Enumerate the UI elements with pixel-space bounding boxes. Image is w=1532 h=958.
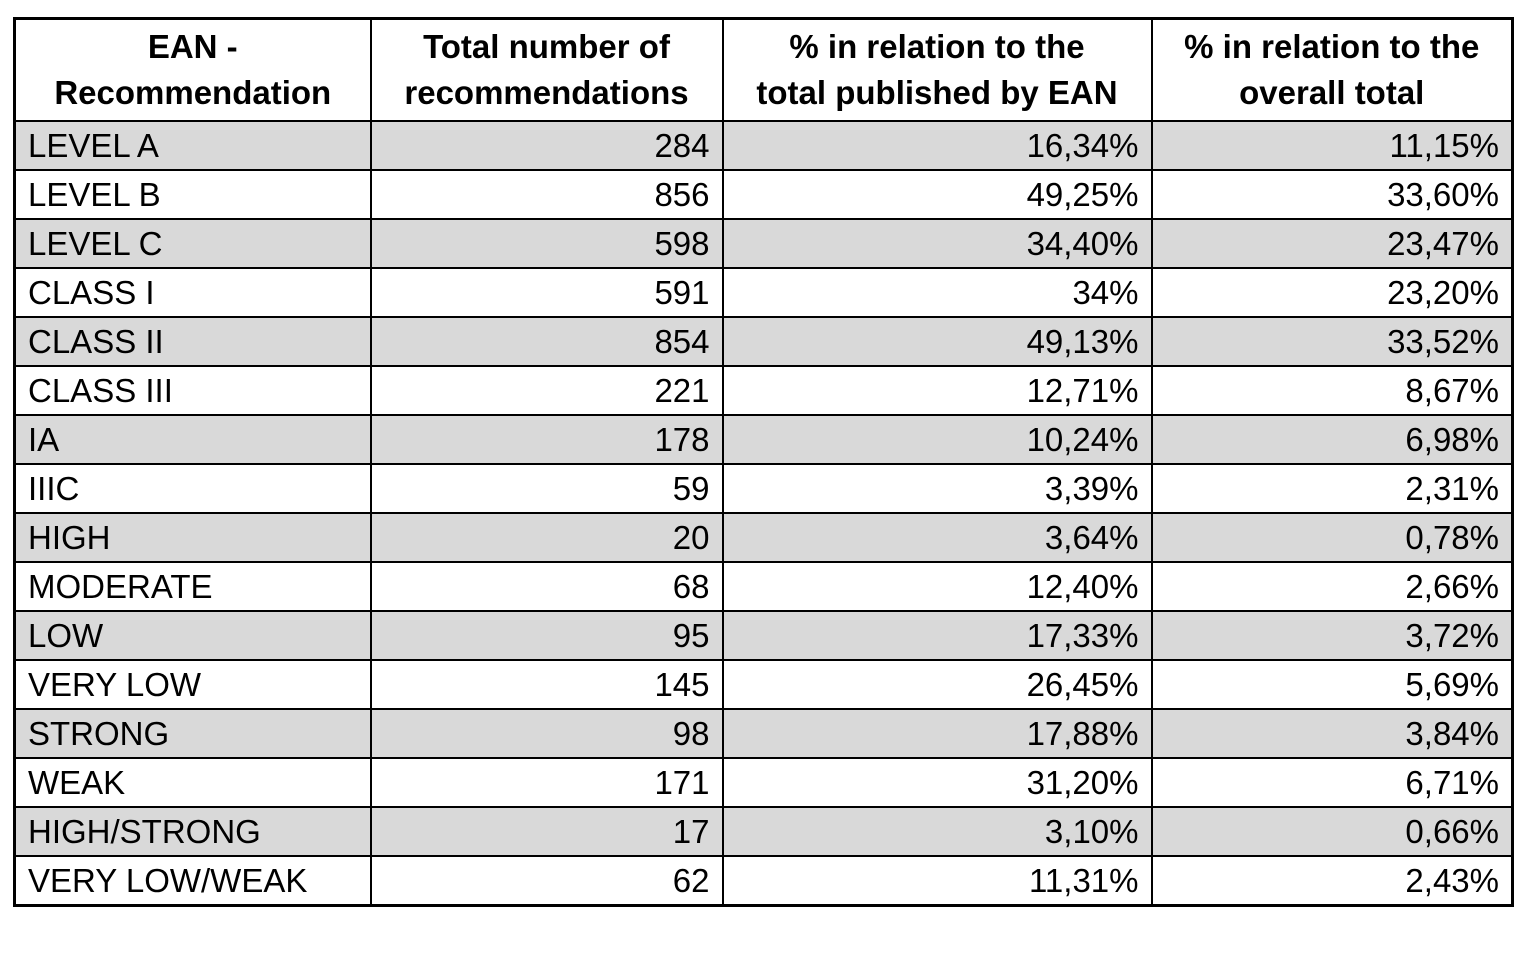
pct-ean-cell: 17,33% — [721, 610, 1153, 661]
row-label-cell: CLASS II — [13, 316, 372, 367]
table-header: EAN - Recommendation Total number of rec… — [13, 17, 1514, 122]
table-row: HIGH/STRONG 17 3,10% 0,66% — [13, 806, 1514, 857]
table-row: CLASS II 854 49,13% 33,52% — [13, 316, 1514, 367]
total-cell: 145 — [369, 659, 724, 710]
table-row: STRONG 98 17,88% 3,84% — [13, 708, 1514, 759]
pct-overall-cell: 6,71% — [1150, 757, 1514, 808]
total-cell: 598 — [369, 218, 724, 269]
pct-ean-cell: 34% — [721, 267, 1153, 318]
table-body: LEVEL A 284 16,34% 11,15% LEVEL B 856 49… — [13, 120, 1514, 907]
pct-ean-cell: 12,40% — [721, 561, 1153, 612]
total-cell: 284 — [369, 120, 724, 171]
total-cell: 68 — [369, 561, 724, 612]
header-cell-pct-published-by-ean: % in relation to the total published by … — [721, 17, 1153, 122]
table-row: LEVEL A 284 16,34% 11,15% — [13, 120, 1514, 171]
total-cell: 171 — [369, 757, 724, 808]
table-row: IIIC 59 3,39% 2,31% — [13, 463, 1514, 514]
pct-ean-cell: 3,39% — [721, 463, 1153, 514]
row-label-cell: IA — [13, 414, 372, 465]
table-row: VERY LOW/WEAK 62 11,31% 2,43% — [13, 855, 1514, 907]
table-row: WEAK 171 31,20% 6,71% — [13, 757, 1514, 808]
header-row: EAN - Recommendation Total number of rec… — [13, 17, 1514, 122]
total-cell: 854 — [369, 316, 724, 367]
pct-overall-cell: 33,60% — [1150, 169, 1514, 220]
total-cell: 20 — [369, 512, 724, 563]
row-label-cell: WEAK — [13, 757, 372, 808]
total-cell: 856 — [369, 169, 724, 220]
pct-overall-cell: 0,78% — [1150, 512, 1514, 563]
total-cell: 59 — [369, 463, 724, 514]
pct-overall-cell: 23,47% — [1150, 218, 1514, 269]
table-row: HIGH 20 3,64% 0,78% — [13, 512, 1514, 563]
row-label-cell: MODERATE — [13, 561, 372, 612]
pct-overall-cell: 2,31% — [1150, 463, 1514, 514]
table-row: LEVEL C 598 34,40% 23,47% — [13, 218, 1514, 269]
pct-overall-cell: 2,66% — [1150, 561, 1514, 612]
row-label-cell: LOW — [13, 610, 372, 661]
pct-overall-cell: 5,69% — [1150, 659, 1514, 710]
row-label-cell: CLASS I — [13, 267, 372, 318]
table-row: CLASS I 591 34% 23,20% — [13, 267, 1514, 318]
header-cell-ean-recommendation: EAN - Recommendation — [13, 17, 372, 122]
row-label-cell: STRONG — [13, 708, 372, 759]
pct-overall-cell: 3,84% — [1150, 708, 1514, 759]
header-cell-total-recommendations: Total number of recommendations — [369, 17, 724, 122]
pct-ean-cell: 16,34% — [721, 120, 1153, 171]
pct-overall-cell: 23,20% — [1150, 267, 1514, 318]
pct-ean-cell: 10,24% — [721, 414, 1153, 465]
total-cell: 98 — [369, 708, 724, 759]
pct-overall-cell: 6,98% — [1150, 414, 1514, 465]
table-row: CLASS III 221 12,71% 8,67% — [13, 365, 1514, 416]
total-cell: 17 — [369, 806, 724, 857]
pct-overall-cell: 2,43% — [1150, 855, 1514, 907]
total-cell: 178 — [369, 414, 724, 465]
row-label-cell: CLASS III — [13, 365, 372, 416]
pct-ean-cell: 26,45% — [721, 659, 1153, 710]
pct-ean-cell: 12,71% — [721, 365, 1153, 416]
row-label-cell: LEVEL C — [13, 218, 372, 269]
pct-overall-cell: 33,52% — [1150, 316, 1514, 367]
pct-ean-cell: 11,31% — [721, 855, 1153, 907]
row-label-cell: LEVEL B — [13, 169, 372, 220]
row-label-cell: HIGH — [13, 512, 372, 563]
pct-ean-cell: 31,20% — [721, 757, 1153, 808]
table-row: MODERATE 68 12,40% 2,66% — [13, 561, 1514, 612]
total-cell: 591 — [369, 267, 724, 318]
pct-overall-cell: 11,15% — [1150, 120, 1514, 171]
pct-overall-cell: 8,67% — [1150, 365, 1514, 416]
pct-ean-cell: 17,88% — [721, 708, 1153, 759]
pct-overall-cell: 3,72% — [1150, 610, 1514, 661]
table-row: IA 178 10,24% 6,98% — [13, 414, 1514, 465]
table-row: VERY LOW 145 26,45% 5,69% — [13, 659, 1514, 710]
total-cell: 221 — [369, 365, 724, 416]
header-cell-pct-overall-total: % in relation to the overall total — [1150, 17, 1514, 122]
pct-ean-cell: 34,40% — [721, 218, 1153, 269]
pct-ean-cell: 3,64% — [721, 512, 1153, 563]
row-label-cell: HIGH/STRONG — [13, 806, 372, 857]
ean-recommendation-table: EAN - Recommendation Total number of rec… — [13, 17, 1514, 907]
row-label-cell: LEVEL A — [13, 120, 372, 171]
table-row: LEVEL B 856 49,25% 33,60% — [13, 169, 1514, 220]
table-row: LOW 95 17,33% 3,72% — [13, 610, 1514, 661]
row-label-cell: IIIC — [13, 463, 372, 514]
pct-overall-cell: 0,66% — [1150, 806, 1514, 857]
row-label-cell: VERY LOW — [13, 659, 372, 710]
pct-ean-cell: 49,13% — [721, 316, 1153, 367]
row-label-cell: VERY LOW/WEAK — [13, 855, 372, 907]
total-cell: 95 — [369, 610, 724, 661]
pct-ean-cell: 49,25% — [721, 169, 1153, 220]
total-cell: 62 — [369, 855, 724, 907]
pct-ean-cell: 3,10% — [721, 806, 1153, 857]
